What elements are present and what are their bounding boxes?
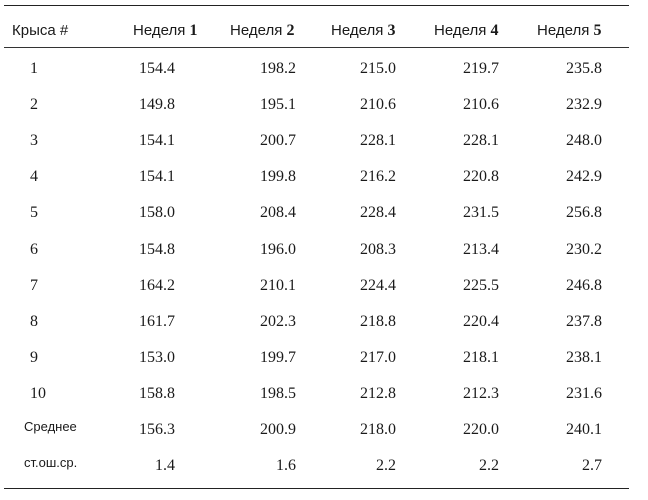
row-label: 7 <box>30 276 38 294</box>
week-number: 2 <box>286 22 295 39</box>
column-header-rat: Крыса # <box>12 22 69 39</box>
table-cell: 199.8 <box>260 168 296 186</box>
table-cell: 237.8 <box>566 312 602 330</box>
table-cell: 198.2 <box>260 60 296 77</box>
table-cell: 153.0 <box>139 348 175 366</box>
table-cell: 248.0 <box>566 132 602 150</box>
table-cell: 212.8 <box>360 384 396 402</box>
header-divider <box>4 47 629 48</box>
table-cell: 219.7 <box>463 60 499 77</box>
table-cell: 1.4 <box>155 457 175 475</box>
table-cell: 200.9 <box>260 421 296 438</box>
table-cell: 154.4 <box>139 60 175 77</box>
table-cell: 208.3 <box>360 240 396 258</box>
column-header-week-3: Неделя 3 <box>331 23 396 39</box>
table-cell: 154.1 <box>139 168 175 186</box>
table-cell: 210.6 <box>463 96 499 114</box>
table-cell: 198.5 <box>260 384 296 402</box>
week-word: Неделя <box>537 22 590 39</box>
row-label: 4 <box>30 168 38 186</box>
row-label: 6 <box>30 240 38 258</box>
column-header-week-1: Неделя 1 <box>133 23 198 39</box>
table-cell: 228.4 <box>360 204 396 222</box>
table-cell: 156.3 <box>139 421 175 438</box>
row-label: 10 <box>30 384 46 402</box>
table-cell: 208.4 <box>260 204 296 222</box>
table-cell: 224.4 <box>360 276 396 294</box>
table-cell: 149.8 <box>139 96 175 114</box>
table-cell: 240.1 <box>566 421 602 438</box>
table-cell: 231.6 <box>566 384 602 402</box>
table-cell: 161.7 <box>139 312 175 330</box>
table-cell: 154.1 <box>139 132 175 150</box>
table-cell: 196.0 <box>260 240 296 258</box>
week-word: Неделя <box>133 22 186 39</box>
column-header-week-4: Неделя 4 <box>434 23 499 39</box>
row-label: 9 <box>30 348 38 366</box>
row-label: 3 <box>30 132 38 150</box>
table-cell: 217.0 <box>360 348 396 366</box>
week-word: Неделя <box>230 22 283 39</box>
week-word: Неделя <box>331 22 384 39</box>
table-cell: 1.6 <box>276 457 296 475</box>
row-label: 5 <box>30 204 38 222</box>
table-cell: 218.1 <box>463 348 499 366</box>
column-header-week-2: Неделя 2 <box>230 23 295 39</box>
table-cell: 235.8 <box>566 60 602 77</box>
table-cell: 215.0 <box>360 60 396 77</box>
column-header-week-5: Неделя 5 <box>537 23 602 39</box>
table-cell: 200.7 <box>260 132 296 150</box>
table-cell: 154.8 <box>139 240 175 258</box>
table-cell: 2.2 <box>376 457 396 475</box>
table-cell: 210.1 <box>260 276 296 294</box>
table-cell: 158.8 <box>139 384 175 402</box>
table-cell: 220.4 <box>463 312 499 330</box>
week-number: 3 <box>387 22 396 39</box>
table-cell: 228.1 <box>463 132 499 150</box>
row-label: 8 <box>30 312 38 330</box>
table-cell: 230.2 <box>566 240 602 258</box>
row-label: 1 <box>30 60 38 77</box>
table-cell: 199.7 <box>260 348 296 366</box>
table-cell: 220.0 <box>463 421 499 438</box>
table-cell: 246.8 <box>566 276 602 294</box>
table-cell: 232.9 <box>566 96 602 114</box>
row-label: 2 <box>30 96 38 114</box>
week-number: 5 <box>593 22 602 39</box>
table-cell: 231.5 <box>463 204 499 222</box>
table-cell: 238.1 <box>566 348 602 366</box>
table-cell: 242.9 <box>566 168 602 186</box>
week-number: 4 <box>490 22 499 39</box>
table-cell: 225.5 <box>463 276 499 294</box>
table-cell: 164.2 <box>139 276 175 294</box>
table-cell: 218.0 <box>360 421 396 438</box>
table-cell: 158.0 <box>139 204 175 222</box>
week-number: 1 <box>189 22 198 39</box>
summary-row-label: ст.ош.ср. <box>24 455 78 471</box>
table-cell: 2.7 <box>582 457 602 475</box>
table-cell: 218.8 <box>360 312 396 330</box>
table-cell: 228.1 <box>360 132 396 150</box>
table-cell: 2.2 <box>479 457 499 475</box>
table-cell: 210.6 <box>360 96 396 114</box>
table-cell: 195.1 <box>260 96 296 114</box>
week-word: Неделя <box>434 22 487 39</box>
summary-row-label: Среднее <box>24 419 77 434</box>
table-cell: 212.3 <box>463 384 499 402</box>
table-cell: 213.4 <box>463 240 499 258</box>
table-cell: 256.8 <box>566 204 602 222</box>
table-cell: 202.3 <box>260 312 296 330</box>
table-cell: 216.2 <box>360 168 396 186</box>
table-cell: 220.8 <box>463 168 499 186</box>
